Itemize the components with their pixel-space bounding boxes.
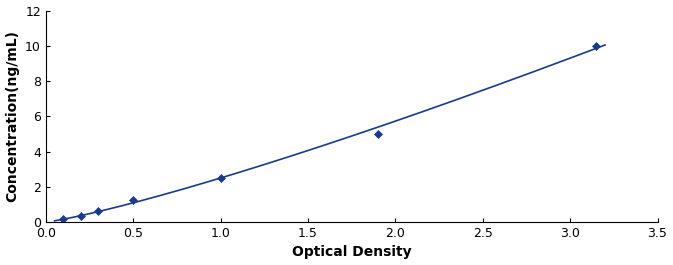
X-axis label: Optical Density: Optical Density [292, 245, 411, 259]
Y-axis label: Concentration(ng/mL): Concentration(ng/mL) [5, 30, 20, 202]
